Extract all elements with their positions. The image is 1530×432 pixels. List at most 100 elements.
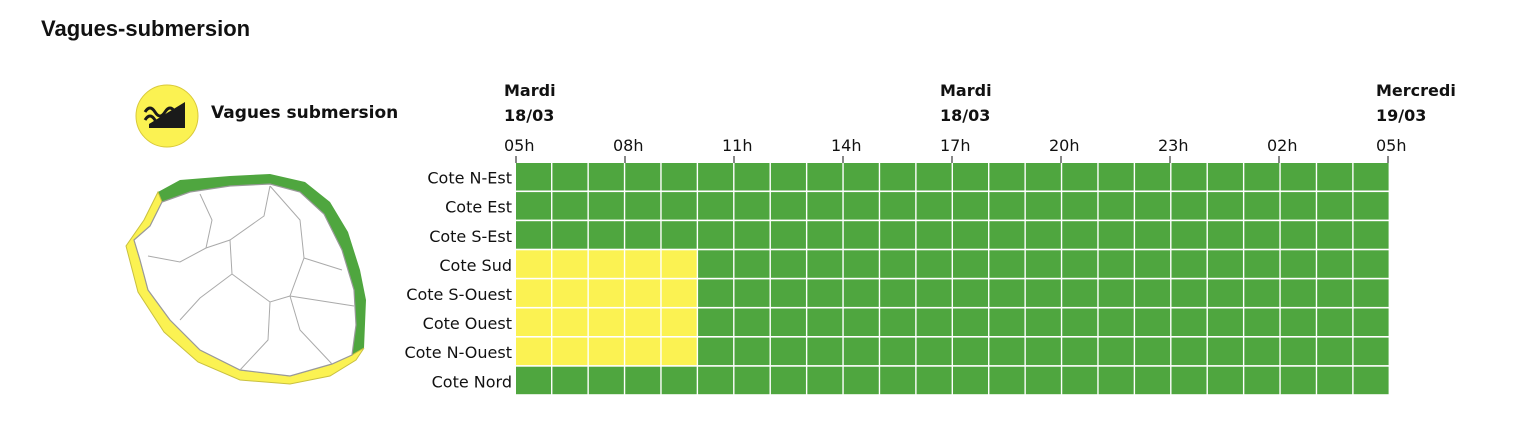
heatmap-cell	[698, 250, 734, 278]
heatmap-cell	[1171, 221, 1207, 249]
heatmap-cell	[1098, 366, 1134, 395]
heatmap-cell	[734, 337, 770, 366]
heatmap-cell	[1353, 221, 1389, 249]
heatmap-cell	[1280, 308, 1316, 336]
heatmap-cell	[1171, 337, 1207, 366]
heatmap-cell	[880, 192, 916, 220]
heatmap-cell	[1244, 337, 1280, 366]
heatmap-cell	[1207, 250, 1243, 278]
heatmap-cell	[1207, 221, 1243, 249]
heatmap-cell	[588, 337, 624, 366]
heatmap-cell	[1280, 163, 1316, 191]
heatmap-cell	[1098, 192, 1134, 220]
heatmap-cell	[807, 221, 843, 249]
heatmap-cell	[1207, 337, 1243, 366]
heatmap-cell	[916, 279, 952, 307]
heatmap-cell	[1062, 163, 1098, 191]
heatmap-cell	[916, 163, 952, 191]
heatmap-cell	[843, 250, 879, 278]
heatmap-cell	[880, 163, 916, 191]
heatmap-cell	[1280, 337, 1316, 366]
commune-borders	[147, 185, 355, 371]
heatmap-cell	[516, 279, 552, 307]
heatmap-cell	[843, 366, 879, 395]
heatmap-cell	[770, 366, 806, 395]
heatmap-cell	[770, 250, 806, 278]
heatmap-cell	[1062, 308, 1098, 336]
heatmap-cell	[807, 308, 843, 336]
x-tick-label: 05h	[1376, 136, 1407, 155]
heatmap-cell	[1062, 279, 1098, 307]
heatmap-cell	[552, 250, 588, 278]
heatmap-cell	[734, 221, 770, 249]
heatmap-cell	[770, 221, 806, 249]
heatmap-cell	[770, 337, 806, 366]
heatmap-cell	[916, 250, 952, 278]
heatmap-cell	[661, 337, 697, 366]
heatmap-cell	[661, 221, 697, 249]
heatmap-cell	[552, 279, 588, 307]
row-label: Cote N-Est	[427, 169, 512, 188]
heatmap-cell	[625, 308, 661, 336]
heatmap-cell	[1025, 221, 1061, 249]
heatmap-cell	[1353, 163, 1389, 191]
heatmap-cell	[625, 279, 661, 307]
heatmap-cell	[989, 163, 1025, 191]
heatmap-cell	[953, 308, 989, 336]
heatmap-cell	[734, 192, 770, 220]
x-day-label: Mardi	[504, 81, 556, 100]
row-label: Cote S-Ouest	[406, 285, 512, 304]
heatmap-cell	[1062, 221, 1098, 249]
heatmap-cell	[588, 279, 624, 307]
x-tick-label: 14h	[831, 136, 862, 155]
heatmap-cell	[1135, 192, 1171, 220]
heatmap-cell	[698, 192, 734, 220]
heatmap-cell	[1207, 163, 1243, 191]
x-tick-label: 08h	[613, 136, 644, 155]
heatmap-cell	[1207, 366, 1243, 395]
heatmap-cell	[916, 308, 952, 336]
heatmap-cell	[1244, 279, 1280, 307]
heatmap-cell	[807, 250, 843, 278]
heatmap-cell	[1280, 221, 1316, 249]
heatmap-cell	[1280, 279, 1316, 307]
heatmap-cell	[880, 221, 916, 249]
heatmap-cell	[953, 221, 989, 249]
heatmap-cell	[516, 308, 552, 336]
heatmap-cell	[661, 192, 697, 220]
heatmap-cell	[843, 221, 879, 249]
heatmap-cell	[516, 337, 552, 366]
heatmap-cell	[588, 221, 624, 249]
heatmap-cell	[1135, 221, 1171, 249]
heatmap-cell	[1062, 250, 1098, 278]
heatmap-cell	[807, 337, 843, 366]
heatmap-cell	[1317, 337, 1353, 366]
heatmap-cell	[770, 192, 806, 220]
heatmap-cell	[916, 337, 952, 366]
heatmap-cell	[1062, 192, 1098, 220]
heatmap-cell	[588, 308, 624, 336]
heatmap-cell	[1135, 250, 1171, 278]
x-tick-label: 23h	[1158, 136, 1189, 155]
heatmap-cell	[588, 163, 624, 191]
heatmap-cell	[1098, 250, 1134, 278]
heatmap-cell	[807, 366, 843, 395]
heatmap-cell	[734, 279, 770, 307]
heatmap-cell	[1025, 279, 1061, 307]
heatmap-cell	[989, 279, 1025, 307]
heatmap-cell	[880, 366, 916, 395]
heatmap-cell	[661, 366, 697, 395]
heatmap-cell	[1135, 337, 1171, 366]
heatmap-cell	[588, 250, 624, 278]
heatmap-cell	[1353, 366, 1389, 395]
heatmap-cell	[1207, 192, 1243, 220]
heatmap-cell	[1244, 163, 1280, 191]
heatmap-cell	[625, 221, 661, 249]
row-label: Cote Est	[445, 198, 512, 217]
heatmap-cell	[916, 366, 952, 395]
page-title: Vagues-submersion	[41, 16, 251, 41]
heatmap-cell	[1317, 163, 1353, 191]
heatmap-cell	[880, 308, 916, 336]
heatmap-cell	[1244, 366, 1280, 395]
heatmap-cell	[843, 163, 879, 191]
